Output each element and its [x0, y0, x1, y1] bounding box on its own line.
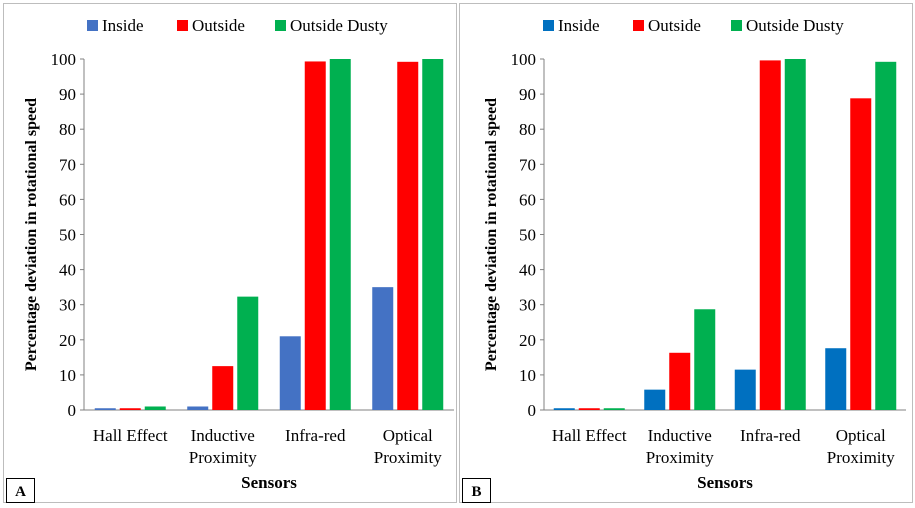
legend-swatch-outside [177, 20, 188, 31]
y-tick-label: 80 [519, 120, 536, 139]
legend-label-inside: Inside [102, 16, 144, 35]
legend-label-outside-dusty: Outside Dusty [746, 16, 844, 35]
x-tick-label: Proximity [189, 448, 258, 467]
bar-outside-dusty-inductive-proximity [237, 296, 259, 410]
y-tick-label: 0 [68, 401, 77, 420]
y-tick-label: 90 [59, 85, 76, 104]
chart-panel-a: Inside Outside Outside Dusty 0 10 20 30 40 50 60 7… [3, 3, 457, 503]
chart-b-svg: Inside Outside Outside Dusty 0 10 20 30 40 50 60 7… [462, 16, 906, 503]
bar-outside-optical-proximity [397, 61, 419, 411]
legend-label-outside-dusty: Outside Dusty [290, 16, 388, 35]
bar-outside-dusty-infra-red [784, 59, 806, 410]
bar-outside-inductive-proximity [669, 352, 691, 410]
x-tick-label: Proximity [646, 448, 715, 467]
legend-swatch-outside [633, 20, 644, 31]
x-tick-label: Proximity [374, 448, 443, 467]
bar-outside-optical-proximity [850, 98, 872, 410]
bar-outside-hall-effect [119, 408, 141, 410]
bar-outside-dusty-inductive-proximity [694, 309, 716, 410]
legend-label-inside: Inside [558, 16, 600, 35]
bar-inside-infra-red [279, 336, 301, 410]
bar-outside-dusty-hall-effect [144, 406, 166, 410]
bar-inside-optical-proximity [372, 287, 394, 410]
bar-outside-dusty-infra-red [329, 59, 351, 410]
y-tick-label: 100 [51, 50, 77, 69]
bar-outside-hall-effect [578, 408, 600, 410]
x-tick-label: Optical [383, 426, 433, 445]
panel-label: B [471, 484, 481, 500]
x-tick-label: Hall Effect [93, 426, 168, 445]
y-tick-label: 40 [519, 261, 536, 280]
bar-outside-dusty-optical-proximity [875, 61, 897, 411]
y-tick-label: 50 [59, 226, 76, 245]
panel-label: A [15, 484, 26, 500]
bar-outside-inductive-proximity [212, 366, 234, 410]
y-tick-label: 0 [528, 401, 537, 420]
legend-label-outside: Outside [648, 16, 701, 35]
x-tick-label: Hall Effect [552, 426, 627, 445]
y-tick-label: 30 [59, 296, 76, 315]
chart-panel-b: Inside Outside Outside Dusty 0 10 20 30 40 50 60 7… [459, 3, 913, 503]
y-tick-label: 70 [519, 155, 536, 174]
y-tick-label: 10 [519, 366, 536, 385]
legend-swatch-outside-dusty [275, 20, 286, 31]
y-tick-label: 10 [59, 366, 76, 385]
y-tick-label: 80 [59, 120, 76, 139]
bar-inside-inductive-proximity [187, 406, 209, 410]
x-tick-label: Inductive [648, 426, 712, 445]
panel-label-box [6, 478, 35, 503]
y-axis-title: Percentage deviation in rotational speed [23, 98, 40, 371]
x-axis-title: Sensors [241, 473, 297, 492]
y-tick-label: 40 [59, 261, 76, 280]
y-tick-label: 100 [511, 50, 537, 69]
x-tick-label: Proximity [827, 448, 896, 467]
legend-swatch-inside [543, 20, 554, 31]
y-tick-label: 20 [59, 331, 76, 350]
legend-swatch-outside-dusty [731, 20, 742, 31]
bar-outside-dusty-optical-proximity [422, 59, 444, 410]
x-tick-label: Infra-red [740, 426, 801, 445]
bar-inside-inductive-proximity [644, 389, 666, 410]
x-tick-label: Optical [836, 426, 886, 445]
y-tick-label: 60 [59, 190, 76, 209]
panel-label-box [462, 478, 491, 503]
y-tick-label: 70 [59, 155, 76, 174]
y-tick-label: 50 [519, 226, 536, 245]
bar-inside-infra-red [734, 369, 756, 410]
x-tick-label: Infra-red [285, 426, 346, 445]
x-tick-label: Inductive [191, 426, 255, 445]
legend-label-outside: Outside [192, 16, 245, 35]
legend-swatch-inside [87, 20, 98, 31]
bar-outside-dusty-hall-effect [603, 408, 625, 410]
bar-inside-hall-effect [94, 408, 116, 410]
bar-inside-hall-effect [553, 408, 575, 410]
y-tick-label: 60 [519, 190, 536, 209]
y-tick-label: 20 [519, 331, 536, 350]
chart-a-svg: Inside Outside Outside Dusty 0 10 20 30 40 50 60 7… [6, 16, 454, 503]
bar-outside-infra-red [304, 61, 326, 410]
bar-inside-optical-proximity [825, 348, 847, 410]
bar-outside-infra-red [759, 60, 781, 411]
x-axis-title: Sensors [697, 473, 753, 492]
y-tick-label: 30 [519, 296, 536, 315]
y-tick-label: 90 [519, 85, 536, 104]
y-axis-title: Percentage deviation in rotational speed [483, 98, 500, 371]
